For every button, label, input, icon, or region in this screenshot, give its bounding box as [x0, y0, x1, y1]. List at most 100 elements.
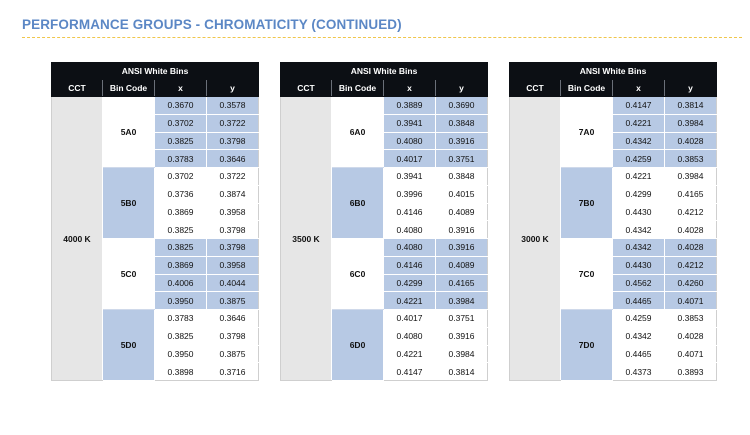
ansi-white-bins-table: ANSI White Bins CCT Bin Code x y 3500 K 6A0 0.3…	[279, 62, 489, 381]
table-row: 0.3941 0.3848	[281, 113, 489, 133]
table-row: 0.3825 0.3798	[52, 131, 260, 151]
table-row: 4000 K 5A0 0.3670 0.3578	[51, 96, 260, 381]
chromaticity-y-value: 0.3814	[663, 96, 718, 115]
chromaticity-y-value: 0.3893	[663, 362, 718, 381]
column-header-x: x	[154, 79, 207, 97]
bin-code: 7C0	[560, 238, 613, 310]
column-header-bin-code: Bin Code	[560, 79, 613, 97]
chromaticity-y-value: 0.3814	[434, 362, 489, 381]
chromaticity-y-value: 0.4028	[663, 131, 718, 151]
chromaticity-x-value: 0.4430	[612, 202, 665, 222]
chromaticity-x-value: 0.4299	[383, 273, 436, 293]
table-row: 0.4221 0.3984	[510, 113, 718, 133]
column-header-y: y	[205, 79, 260, 97]
table-row: 0.3736 0.3874	[52, 184, 260, 204]
chromaticity-x-value: 0.3950	[154, 344, 207, 364]
table-row: 0.4299 0.4165	[281, 273, 489, 293]
table-row: 0.4562 0.4260	[510, 273, 718, 293]
chromaticity-y-value: 0.3958	[205, 255, 260, 275]
chromaticity-x-value: 0.3702	[154, 167, 207, 186]
title-divider	[22, 37, 742, 38]
chromaticity-y-value: 0.3578	[205, 96, 260, 115]
table-row: 0.4342 0.4028	[510, 220, 718, 239]
chromaticity-y-value: 0.3751	[434, 309, 489, 328]
cct-value: 4000 K	[51, 96, 103, 381]
chromaticity-y-value: 0.3646	[205, 309, 260, 328]
chromaticity-y-value: 0.4212	[663, 255, 718, 275]
column-header-cct: CCT	[51, 79, 103, 97]
table-title: ANSI White Bins	[508, 62, 718, 80]
chromaticity-x-value: 0.4017	[383, 309, 436, 328]
column-header-y: y	[434, 79, 489, 97]
table-row: 0.4465 0.4071	[510, 344, 718, 364]
cct-value: 3500 K	[280, 96, 332, 381]
chromaticity-x-value: 0.4221	[612, 113, 665, 133]
column-header-bin-code: Bin Code	[331, 79, 384, 97]
chromaticity-x-value: 0.3869	[154, 202, 207, 222]
table-row: 0.3869 0.3958	[52, 202, 260, 222]
column-header-bin-code: Bin Code	[102, 79, 155, 97]
chromaticity-x-value: 0.4221	[383, 344, 436, 364]
column-header-x: x	[383, 79, 436, 97]
table-row: 0.4221 0.3984	[281, 344, 489, 364]
chromaticity-y-value: 0.3853	[663, 149, 718, 168]
chromaticity-x-value: 0.4342	[612, 131, 665, 151]
table-row: 0.3869 0.3958	[52, 255, 260, 275]
bin-code: 5B0	[102, 167, 155, 239]
table-row: 0.4430 0.4212	[510, 255, 718, 275]
chromaticity-x-value: 0.4147	[383, 362, 436, 381]
chromaticity-y-value: 0.3875	[205, 291, 260, 310]
table-row: 0.3783 0.3646	[52, 149, 260, 168]
chromaticity-y-value: 0.3984	[663, 113, 718, 133]
chromaticity-x-value: 0.3941	[383, 113, 436, 133]
chromaticity-y-value: 0.3690	[434, 96, 489, 115]
bin-code: 7A0	[560, 96, 613, 168]
table-row: 7D0 0.4259 0.3853	[510, 309, 718, 381]
table-row: 0.3702 0.3722	[52, 113, 260, 133]
table-row: 0.4146 0.4089	[281, 255, 489, 275]
chromaticity-y-value: 0.3916	[434, 238, 489, 257]
chromaticity-x-value: 0.3869	[154, 255, 207, 275]
chromaticity-y-value: 0.3848	[434, 113, 489, 133]
table-row: 0.4221 0.3984	[281, 291, 489, 310]
chromaticity-y-value: 0.3646	[205, 149, 260, 168]
bin-code: 5A0	[102, 96, 155, 168]
chromaticity-y-value: 0.3798	[205, 326, 260, 346]
table-title: ANSI White Bins	[279, 62, 489, 80]
table-row: 0.4147 0.3814	[281, 362, 489, 381]
bin-code: 6D0	[331, 309, 384, 381]
table-row: 0.4080 0.3916	[281, 131, 489, 151]
chromaticity-y-value: 0.4165	[434, 273, 489, 293]
bin-code: 6A0	[331, 96, 384, 168]
chromaticity-y-value: 0.3874	[205, 184, 260, 204]
chromaticity-y-value: 0.4071	[663, 344, 718, 364]
table-row: 3500 K 6A0 0.3889 0.3690	[280, 96, 489, 381]
chromaticity-y-value: 0.3958	[205, 202, 260, 222]
bin-code: 5D0	[102, 309, 155, 381]
chromaticity-y-value: 0.4028	[663, 326, 718, 346]
table-row: 7C0 0.4342 0.4028	[510, 238, 718, 310]
chromaticity-x-value: 0.4259	[612, 149, 665, 168]
chromaticity-x-value: 0.3702	[154, 113, 207, 133]
ansi-white-bins-table: ANSI White Bins CCT Bin Code x y 3000 K 7A0 0.4…	[508, 62, 718, 381]
chromaticity-y-value: 0.3916	[434, 220, 489, 239]
cct-value: 3000 K	[509, 96, 561, 381]
table-row: 0.3898 0.3716	[52, 362, 260, 381]
chromaticity-y-value: 0.3722	[205, 113, 260, 133]
chromaticity-y-value: 0.4015	[434, 184, 489, 204]
chromaticity-x-value: 0.4430	[612, 255, 665, 275]
chromaticity-x-value: 0.3825	[154, 131, 207, 151]
chromaticity-x-value: 0.4146	[383, 255, 436, 275]
chromaticity-y-value: 0.4044	[205, 273, 260, 293]
chromaticity-y-value: 0.4028	[663, 238, 718, 257]
table-row: 7B0 0.4221 0.3984	[510, 167, 718, 239]
chromaticity-y-value: 0.4089	[434, 202, 489, 222]
chromaticity-x-value: 0.4465	[612, 291, 665, 310]
table-row: 0.4373 0.3893	[510, 362, 718, 381]
table-row: 5B0 0.3702 0.3722	[52, 167, 260, 239]
chromaticity-x-value: 0.3941	[383, 167, 436, 186]
table-row: 0.4146 0.4089	[281, 202, 489, 222]
ansi-white-bins-table: ANSI White Bins CCT Bin Code x y 4000 K 5A0 0.3…	[50, 62, 260, 381]
chromaticity-y-value: 0.3916	[434, 131, 489, 151]
chromaticity-y-value: 0.3751	[434, 149, 489, 168]
